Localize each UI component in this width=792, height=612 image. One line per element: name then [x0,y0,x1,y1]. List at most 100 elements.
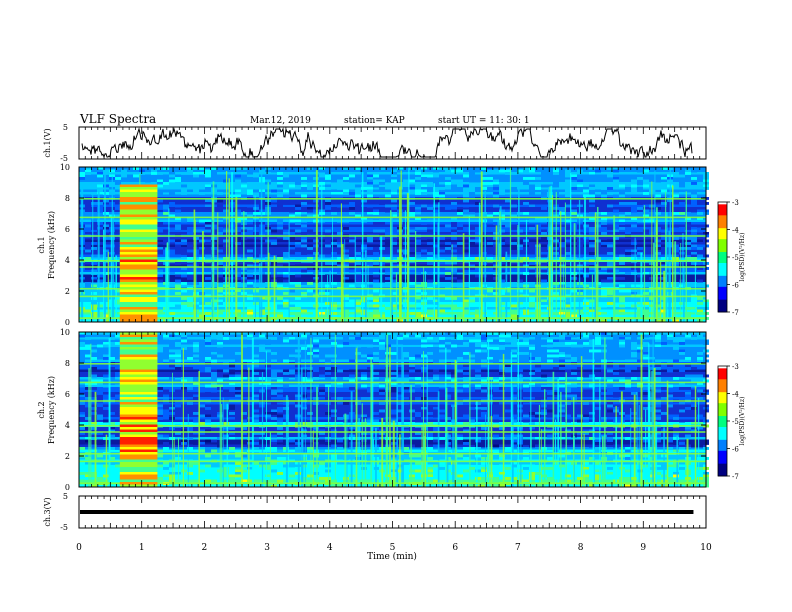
spectrogram-cell [427,302,433,305]
spectrogram-cell [265,379,271,383]
spectrogram-cell [343,319,349,323]
impulse-streak [517,225,519,322]
spectrogram-cell [355,457,361,460]
spectrogram-cell [193,442,199,445]
burst-cell [119,264,158,268]
spectrogram-row [79,422,706,425]
spectrogram-cell [613,299,619,303]
spectrogram-cell [235,374,241,378]
spectrogram-cell [121,174,127,178]
spectrogram-cell [97,314,103,318]
spectrogram-cell [301,214,307,218]
spectrogram-cell [403,462,409,465]
spectrogram-cell [451,479,457,483]
spectrogram-cell [187,282,193,285]
spectrogram-cell [529,187,535,190]
spectrogram-cell [103,357,109,360]
spectrogram-cell [535,472,541,475]
spectrogram-cell [499,474,505,478]
spectrogram-cell [331,414,337,418]
spectrogram-cell [271,364,277,368]
spectrogram-cell [475,454,481,458]
spectrogram-cell [655,357,661,360]
spectrogram-cell [523,342,529,345]
spectrogram-cell [403,334,409,338]
spectrogram-cell [481,387,487,390]
spectrogram-cell [409,267,415,270]
spectrogram-cell [589,167,595,170]
spectrogram-cell [397,337,403,340]
spectrogram-cell [367,204,373,208]
spectrogram-cell [499,427,505,430]
spectrogram-cell [559,334,565,338]
spectrogram-cell [673,377,679,380]
spectrogram-cell [613,177,619,180]
spectrogram-cell [115,319,121,323]
spectrogram-cell [331,312,337,315]
spectrogram-cell [583,467,589,470]
impulse-streak [364,250,367,322]
spectrogram-cell [367,419,373,423]
spectrogram-cell [493,347,499,350]
spectrogram-cell [541,219,547,223]
spectrogram-cell [289,184,295,188]
spectrogram-cell [523,397,529,400]
spectrogram-cell [427,174,433,178]
spectrogram-cell [565,174,571,178]
spectrogram-cell [367,354,373,358]
spectrogram-row [79,354,706,358]
spectrogram-cell [433,254,439,258]
spectrogram-cell [175,274,181,278]
spectrogram-cell [427,457,433,460]
spectrogram-cell [583,477,589,480]
spectrogram-cell [511,469,517,473]
spectrogram-cell [475,257,481,260]
spectrogram-cell [493,192,499,195]
spectrogram-cell [505,199,511,203]
burst-cell [119,257,158,260]
spectrogram-cell [463,422,469,425]
impulse-streak [683,265,685,322]
spectrogram-cell [325,377,331,380]
spectrogram-cell [277,427,283,430]
spectrogram-cell [439,427,445,430]
spectrogram-cell [511,204,517,208]
spectrogram-cell [223,434,229,438]
spectrogram-cell [211,369,217,373]
spectrogram-cell [277,264,283,268]
spectrogram-cell [679,404,685,408]
spectrogram-cell [493,462,499,465]
spectrogram-cell [79,472,85,475]
spectrogram-cell [523,334,529,338]
spectrogram-cell [115,342,121,345]
spectrogram-cell [217,274,223,278]
spectrogram-cell [265,347,271,350]
spectrogram-cell [109,447,115,450]
spectrogram-cell [637,462,643,465]
spectrogram-cell [685,199,691,203]
impulse-streak [613,215,616,322]
spectrogram-cell [307,179,313,183]
spectrogram-cell [277,379,283,383]
burst-cell [119,184,158,188]
start-time-label: start UT = 11: 30: 1 [438,116,530,126]
spectrogram-cell [157,277,163,280]
spectrogram-cell [253,442,259,445]
impulse-streak [415,231,417,322]
spectrogram-cell [685,427,691,430]
impulse-streak [525,219,528,322]
spectrogram-cell [559,272,565,275]
spectrogram-row [79,394,706,398]
spectrogram-cell [91,279,97,283]
spectrogram-cell [607,442,613,445]
spectrogram-cell [553,169,559,173]
spectrogram-cell [685,334,691,338]
spectrogram-cell [601,439,607,443]
spectrogram-cell [397,402,403,405]
spectrogram-cell [205,342,211,345]
impulse-streak [665,239,668,322]
spectrogram-cell [415,454,421,458]
spectrogram-cell [445,272,451,275]
spectrogram-cell [595,447,601,450]
spectrogram-cell [103,364,109,368]
